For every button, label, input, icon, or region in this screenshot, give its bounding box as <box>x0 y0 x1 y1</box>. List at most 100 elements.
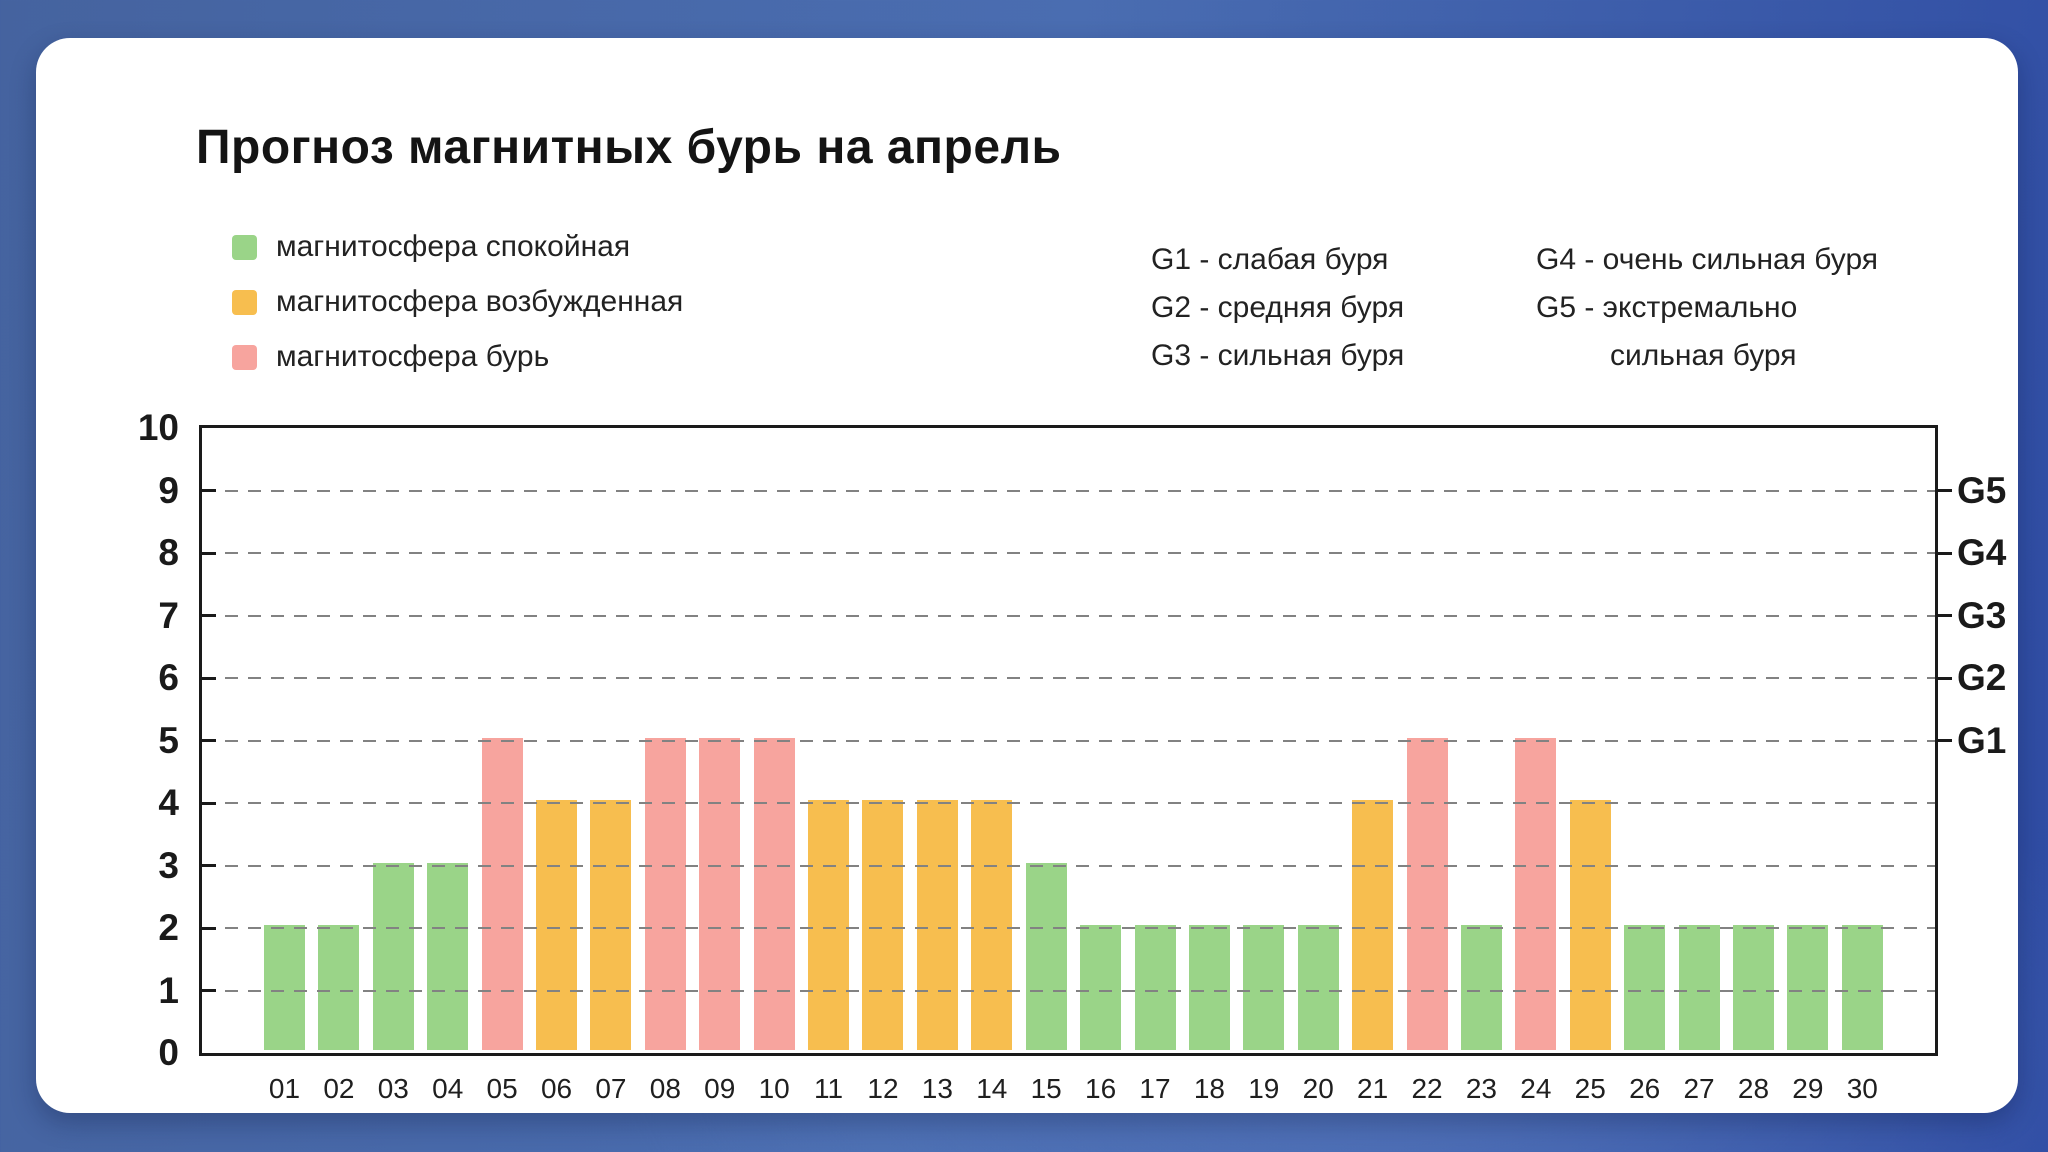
x-tick-label-20: 20 <box>1302 1073 1334 1104</box>
x-tick-label-27: 27 <box>1683 1073 1715 1104</box>
bar-slot-day-14: 14 <box>971 431 1013 1104</box>
bar-slot-day-01: 01 <box>264 431 305 1104</box>
bar-slot-day-05: 05 <box>481 431 523 1104</box>
x-tick-label-30: 30 <box>1846 1073 1878 1104</box>
gridline-5 <box>202 739 1935 742</box>
bar-slot-day-18: 18 <box>1188 431 1230 1104</box>
x-tick-label-13: 13 <box>921 1073 953 1104</box>
gridline-3 <box>202 864 1935 867</box>
y-tick-label-0: 0 <box>158 1032 179 1073</box>
right-axis-label-g5: G5 <box>1957 469 2007 511</box>
left-tick-8 <box>202 551 216 555</box>
bar-slot-day-15: 15 <box>1025 431 1067 1104</box>
bar-slot-day-10: 10 <box>753 431 795 1104</box>
bar-day-04 <box>427 862 469 1050</box>
x-tick-label-19: 19 <box>1248 1073 1280 1104</box>
bar-day-08 <box>644 737 686 1050</box>
y-tick-label-3: 3 <box>158 844 179 886</box>
bar-day-07 <box>590 800 632 1050</box>
bar-slot-day-08: 08 <box>644 431 686 1104</box>
bar-day-02 <box>318 925 360 1050</box>
left-tick-3 <box>202 864 216 867</box>
bar-slot-day-20: 20 <box>1297 431 1339 1104</box>
y-tick-label-6: 6 <box>158 657 179 698</box>
legend-item-calm: магнитосфера спокойная <box>232 230 683 264</box>
bar-day-13 <box>916 800 958 1050</box>
note-g1: G1 - слабая буря <box>1151 243 1389 276</box>
bar-slot-day-13: 13 <box>916 431 958 1104</box>
left-tick-1 <box>202 989 216 992</box>
bars-container: 01 02 03 04 05 06 07 08 09 10 11 12 13 14 15 16 17 18 19 20… <box>205 431 1932 1104</box>
bar-day-01 <box>264 925 305 1050</box>
legend-label-excited: магнитосфера возбужденная <box>276 285 684 318</box>
y-tick-label-9: 9 <box>158 469 179 511</box>
bar-slot-day-17: 17 <box>1134 431 1176 1104</box>
bar-day-24 <box>1515 737 1557 1050</box>
note-g3: G3 - сильная буря <box>1151 339 1405 372</box>
right-axis-label-g3: G3 <box>1957 594 2007 636</box>
plot-area: 01 02 03 04 05 06 07 08 09 10 11 12 13 14 15 16 17 18 19 20… <box>138 407 2007 1104</box>
right-axis-label-g4: G4 <box>1957 532 2007 573</box>
legend-label-storm: магнитосфера бурь <box>276 340 550 373</box>
bar-slot-day-21: 21 <box>1352 431 1394 1104</box>
x-tick-label-17: 17 <box>1139 1073 1171 1104</box>
bar-day-06 <box>536 800 578 1050</box>
gridline-7 <box>202 614 1935 617</box>
left-tick-5 <box>202 739 216 742</box>
x-tick-label-24: 24 <box>1520 1073 1552 1104</box>
x-tick-label-25: 25 <box>1574 1073 1606 1104</box>
bar-day-14 <box>971 800 1013 1050</box>
x-tick-label-07: 07 <box>595 1073 627 1104</box>
y-tick-label-4: 4 <box>158 782 179 823</box>
note-g2: G2 - средняя буря <box>1151 291 1405 324</box>
bar-day-19 <box>1243 925 1285 1050</box>
right-tick-g5 <box>1935 489 1952 492</box>
x-tick-label-03: 03 <box>377 1073 409 1104</box>
chart-title: Прогноз магнитных бурь на апрель <box>196 121 1062 174</box>
x-tick-label-06: 06 <box>540 1073 573 1104</box>
bar-slot-day-25: 25 <box>1569 431 1611 1104</box>
bar-slot-day-27: 27 <box>1678 431 1720 1104</box>
bar-slot-day-06: 06 <box>536 431 578 1104</box>
note-g5-line2: сильная буря <box>1610 339 1797 372</box>
x-tick-label-16: 16 <box>1085 1073 1117 1104</box>
bar-slot-day-29: 29 <box>1787 431 1829 1104</box>
legend-item-excited: магнитосфера возбужденная <box>232 285 683 319</box>
bar-slot-day-30: 30 <box>1841 431 1883 1104</box>
y-tick-label-7: 7 <box>158 594 179 636</box>
right-axis-label-g1: G1 <box>1957 719 2007 761</box>
bar-slot-day-24: 24 <box>1515 431 1557 1104</box>
y-tick-label-10: 10 <box>137 407 179 448</box>
bar-day-23 <box>1460 925 1502 1050</box>
storm-scale-notes-column-1: G1 - слабая буря G2 - средняя буря G3 - … <box>1151 236 1404 380</box>
bar-day-18 <box>1188 925 1230 1050</box>
bar-slot-day-11: 11 <box>808 431 850 1104</box>
bar-day-25 <box>1569 800 1611 1050</box>
right-tick-g2 <box>1935 676 1952 680</box>
bar-day-10 <box>753 737 795 1050</box>
x-tick-label-18: 18 <box>1193 1073 1225 1104</box>
right-tick-g3 <box>1935 614 1952 617</box>
right-tick-g1 <box>1935 739 1952 742</box>
bar-slot-day-16: 16 <box>1080 431 1122 1104</box>
x-tick-label-01: 01 <box>268 1073 301 1104</box>
bar-day-22 <box>1406 737 1448 1050</box>
bar-slot-day-22: 22 <box>1406 431 1448 1104</box>
note-g5-line1: G5 - экстремально <box>1536 291 1798 324</box>
x-tick-label-26: 26 <box>1629 1073 1661 1104</box>
y-tick-label-5: 5 <box>158 719 179 761</box>
gridline-4 <box>202 802 1935 804</box>
x-tick-label-08: 08 <box>649 1073 681 1104</box>
legend-item-storm: магнитосфера бурь <box>232 340 683 374</box>
x-tick-label-10: 10 <box>758 1073 790 1104</box>
legend-swatch-calm <box>232 234 257 260</box>
bar-slot-day-07: 07 <box>590 431 632 1104</box>
x-tick-label-04: 04 <box>432 1073 464 1104</box>
x-tick-label-09: 09 <box>704 1073 736 1104</box>
left-tick-4 <box>202 801 216 805</box>
bar-day-30 <box>1841 925 1883 1050</box>
gridline-8 <box>202 552 1935 554</box>
x-tick-label-12: 12 <box>867 1073 899 1104</box>
x-tick-label-22: 22 <box>1411 1073 1443 1104</box>
